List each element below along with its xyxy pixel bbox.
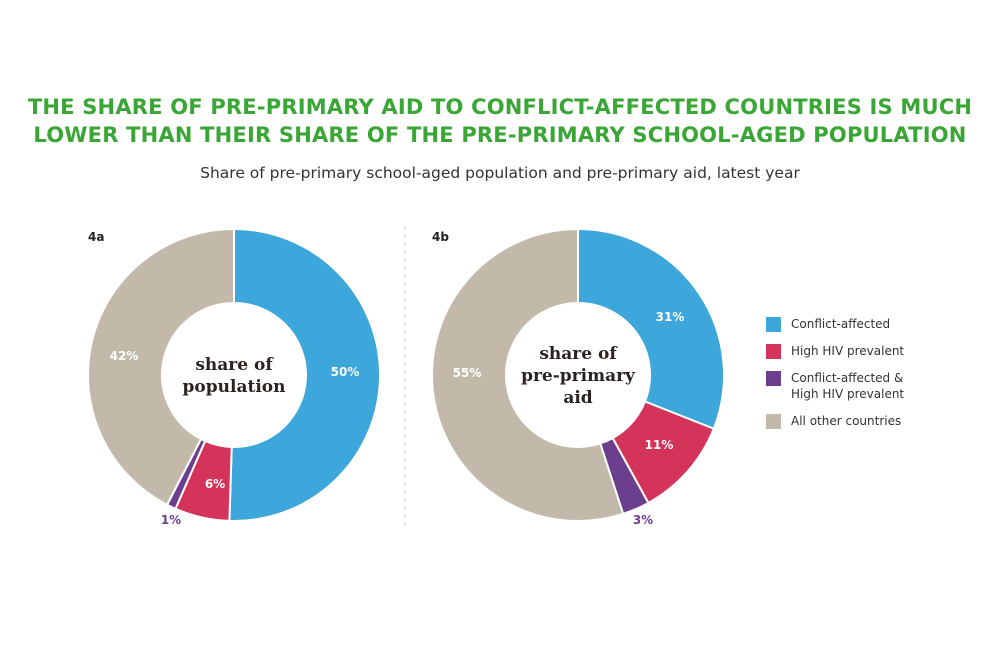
slice-label: 55% [453, 366, 482, 380]
center-label: share of [195, 355, 274, 375]
donut-slice-4a [87, 227, 235, 507]
chart-title: THE SHARE OF PRE-PRIMARY AID TO CONFLICT… [0, 93, 1000, 149]
donut-slice-4a [228, 227, 381, 522]
center-label: pre-primary [521, 366, 636, 386]
legend-item: High HIV prevalent [766, 343, 966, 359]
chart-title-line-2: LOWER THAN THEIR SHARE OF THE PRE-PRIMAR… [33, 123, 967, 147]
slice-label: 3% [633, 513, 653, 527]
donut-slice-4b [431, 227, 625, 522]
slice-label: 31% [656, 310, 685, 324]
donut-slice-4b [577, 227, 725, 431]
legend-label: Conflict-affected & High HIV prevalent [791, 371, 905, 401]
legend-swatch [766, 344, 781, 359]
chart-title-line-1: THE SHARE OF PRE-PRIMARY AID TO CONFLICT… [27, 95, 973, 119]
legend-item: Conflict-affected [766, 316, 966, 332]
legend-swatch [766, 414, 781, 429]
center-label: share of [539, 344, 618, 364]
panel-label: 4a [88, 230, 104, 244]
slice-label: 50% [331, 365, 360, 379]
center-label: aid [563, 388, 592, 408]
legend-swatch [766, 317, 781, 332]
legend-label: High HIV prevalent [791, 344, 905, 358]
legend-label: All other countries [791, 414, 902, 428]
slice-label: 11% [645, 438, 674, 452]
legend-swatch [766, 371, 781, 386]
center-label: population [183, 377, 286, 397]
legend-item: All other countries [766, 413, 966, 429]
legend-label: Conflict-affected [791, 317, 891, 331]
slice-label: 1% [161, 513, 181, 527]
slice-label: 42% [110, 349, 139, 363]
chart-subtitle: Share of pre-primary school-aged populat… [200, 164, 800, 182]
slice-label: 6% [205, 477, 225, 491]
legend-item: Conflict-affected & High HIV prevalent [766, 370, 966, 402]
legend: Conflict-affected High HIV prevalent Confl… [766, 316, 966, 440]
panel-label: 4b [432, 230, 449, 244]
